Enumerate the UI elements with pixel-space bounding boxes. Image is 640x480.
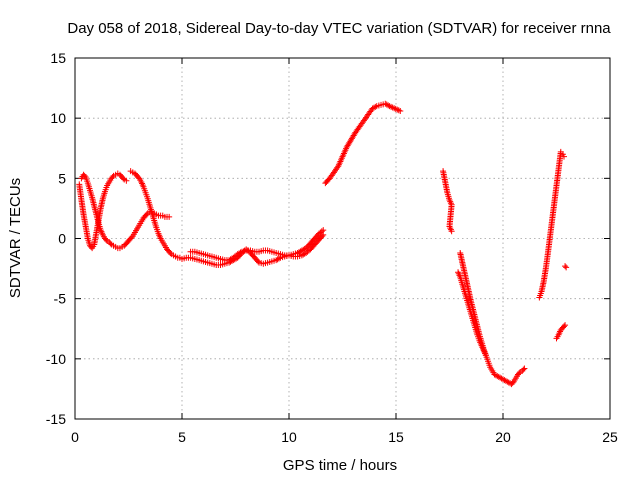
data-point xyxy=(372,103,379,110)
x-tick-label: 25 xyxy=(602,429,618,445)
y-tick-label: -15 xyxy=(46,411,66,427)
data-point xyxy=(448,228,455,235)
y-tick-label: 5 xyxy=(58,170,66,186)
data-point xyxy=(109,174,116,181)
chart-title: Day 058 of 2018, Sidereal Day-to-day VTE… xyxy=(67,20,611,37)
data-point xyxy=(254,258,261,265)
data-point xyxy=(107,240,114,247)
y-tick-label: -10 xyxy=(46,351,66,367)
tick-labels: 0 5 10 15 20 25 -15 -10 -5 0 5 10 15 xyxy=(46,50,618,445)
data-point xyxy=(560,323,567,330)
data-point xyxy=(563,264,570,271)
y-axis-label: SDTVAR / TECUs xyxy=(7,178,24,298)
x-axis-label: GPS time / hours xyxy=(283,457,397,474)
data-point xyxy=(81,172,88,179)
axis-ticks xyxy=(74,57,611,420)
data-point xyxy=(562,322,569,329)
data-point xyxy=(143,211,150,218)
data-point xyxy=(123,177,130,184)
data-point xyxy=(516,370,523,377)
data-point xyxy=(509,379,516,386)
data-point xyxy=(135,174,142,181)
data-point xyxy=(385,102,392,109)
data-point xyxy=(166,213,173,220)
data-point xyxy=(120,175,127,182)
data-point xyxy=(167,249,174,256)
y-tick-label: -5 xyxy=(54,291,67,307)
y-tick-label: 0 xyxy=(58,231,66,247)
data-points xyxy=(76,100,570,388)
data-point xyxy=(520,366,527,373)
data-point xyxy=(276,255,283,262)
grid xyxy=(75,58,610,419)
y-tick-label: 15 xyxy=(50,50,66,66)
data-point xyxy=(397,107,404,114)
data-point xyxy=(237,249,244,256)
data-point xyxy=(521,365,528,372)
data-point xyxy=(103,236,110,243)
x-tick-label: 20 xyxy=(495,429,511,445)
x-tick-label: 10 xyxy=(281,429,297,445)
x-tick-label: 15 xyxy=(388,429,404,445)
data-point xyxy=(559,151,566,158)
data-point xyxy=(128,234,135,241)
x-tick-label: 5 xyxy=(178,429,186,445)
x-tick-label: 0 xyxy=(71,429,79,445)
y-tick-label: 10 xyxy=(50,110,66,126)
data-point xyxy=(320,227,327,234)
data-point xyxy=(318,228,325,235)
data-point xyxy=(562,263,569,270)
data-point xyxy=(482,352,489,359)
